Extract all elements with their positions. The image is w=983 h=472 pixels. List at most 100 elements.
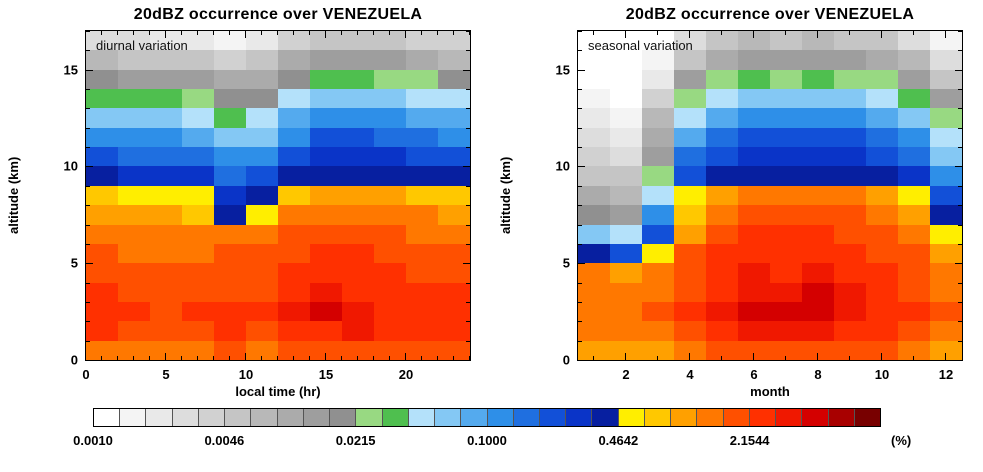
heatmap-cell — [150, 301, 182, 322]
x-tick — [405, 31, 406, 38]
heatmap-cell — [86, 263, 118, 283]
y-tick — [578, 147, 582, 149]
heatmap-cell — [182, 321, 214, 341]
heatmap-cell — [770, 89, 802, 109]
x-tick — [817, 31, 818, 38]
y-tick — [86, 321, 90, 323]
heatmap-cell — [866, 243, 898, 264]
heatmap-cell — [118, 224, 150, 244]
heatmap-cell — [706, 340, 738, 360]
heatmap-cell — [374, 147, 406, 167]
colorbar-cell — [356, 409, 383, 426]
heatmap-cell — [86, 321, 118, 341]
heatmap-cell — [438, 340, 470, 360]
heatmap-cell — [770, 31, 802, 51]
y-tick — [86, 166, 93, 168]
heatmap-cell — [866, 50, 898, 70]
panel-seasonal: 20dBZ occurrence over VENEZUELA altitude… — [492, 0, 983, 402]
heatmap-cell — [86, 108, 118, 128]
heatmap-cell — [930, 50, 962, 70]
heatmap-cell — [834, 340, 866, 360]
heatmap-cell — [182, 147, 214, 167]
heatmap-cell — [214, 89, 246, 109]
heatmap-cell — [246, 282, 278, 302]
heatmap-grid — [86, 31, 470, 360]
heatmap-cell — [118, 69, 150, 90]
heatmap-cell — [310, 340, 342, 360]
heatmap-cell — [866, 263, 898, 283]
heatmap-cell — [342, 108, 374, 128]
colorbar-cell — [461, 409, 488, 426]
heatmap-cell — [406, 50, 438, 70]
x-axis-label: month — [750, 384, 790, 399]
heatmap-cell — [214, 185, 246, 206]
x-tick — [340, 356, 342, 360]
heatmap-cell — [770, 185, 802, 206]
heatmap-cell — [674, 108, 706, 128]
y-tick-label: 0 — [562, 352, 570, 368]
heatmap-cell — [438, 185, 470, 206]
colorbar-cell — [802, 409, 829, 426]
x-tick — [849, 356, 850, 360]
x-tick — [181, 31, 182, 35]
heatmap-cell — [930, 321, 962, 341]
x-tick — [469, 356, 470, 360]
heatmap-cell — [674, 282, 706, 302]
heatmap-cell — [374, 31, 406, 51]
heatmap-cell — [438, 108, 470, 128]
heatmap-cell — [214, 31, 246, 51]
x-tick — [453, 31, 454, 35]
heatmap-cell — [642, 89, 674, 109]
heatmap-cell — [342, 321, 374, 341]
heatmap-cell — [738, 69, 770, 90]
heatmap-cell — [406, 224, 438, 244]
heatmap-cell — [674, 205, 706, 225]
heatmap-cell — [738, 108, 770, 128]
x-tick — [148, 356, 150, 360]
colorbar-cell — [251, 409, 278, 426]
heatmap-cell — [610, 205, 642, 225]
heatmap-cell — [118, 31, 150, 51]
heatmap-cell — [118, 301, 150, 322]
y-tick — [958, 340, 962, 342]
heatmap-cell — [738, 31, 770, 51]
panel-annotation: diurnal variation — [96, 38, 188, 53]
heatmap-cell — [438, 166, 470, 186]
y-tick-label: 5 — [70, 255, 78, 271]
heatmap-cell — [866, 224, 898, 244]
heatmap-cell — [674, 321, 706, 341]
heatmap-cell — [930, 301, 962, 322]
y-tick — [86, 31, 90, 32]
heatmap-cell — [610, 340, 642, 360]
y-tick — [466, 282, 470, 284]
heatmap-cell — [610, 185, 642, 206]
heatmap-cell — [866, 108, 898, 128]
heatmap-cell — [802, 185, 834, 206]
heatmap-cell — [770, 263, 802, 283]
heatmap-cell — [578, 31, 610, 51]
y-tick — [578, 166, 585, 168]
y-tick — [578, 321, 582, 323]
heatmap-cell — [310, 205, 342, 225]
x-tick-label: 15 — [318, 367, 334, 382]
x-tick — [116, 31, 118, 35]
heatmap-cell — [770, 127, 802, 148]
x-tick — [437, 356, 438, 360]
heatmap-cell — [770, 166, 802, 186]
heatmap-cell — [930, 185, 962, 206]
heatmap-cell — [86, 166, 118, 186]
heatmap-cell — [150, 31, 182, 51]
x-axis-label: local time (hr) — [235, 384, 321, 399]
colorbar-cell — [723, 409, 750, 426]
x-tick — [421, 31, 422, 35]
heatmap-cell — [674, 166, 706, 186]
heatmap-cell — [86, 185, 118, 206]
heatmap-cell — [802, 50, 834, 70]
heatmap-cell — [610, 69, 642, 90]
heatmap-cell — [898, 147, 930, 167]
heatmap-cell — [342, 263, 374, 283]
colorbar-cell — [198, 409, 226, 426]
heatmap-cell — [342, 224, 374, 244]
heatmap-cell — [738, 321, 770, 341]
heatmap-cell — [342, 243, 374, 264]
